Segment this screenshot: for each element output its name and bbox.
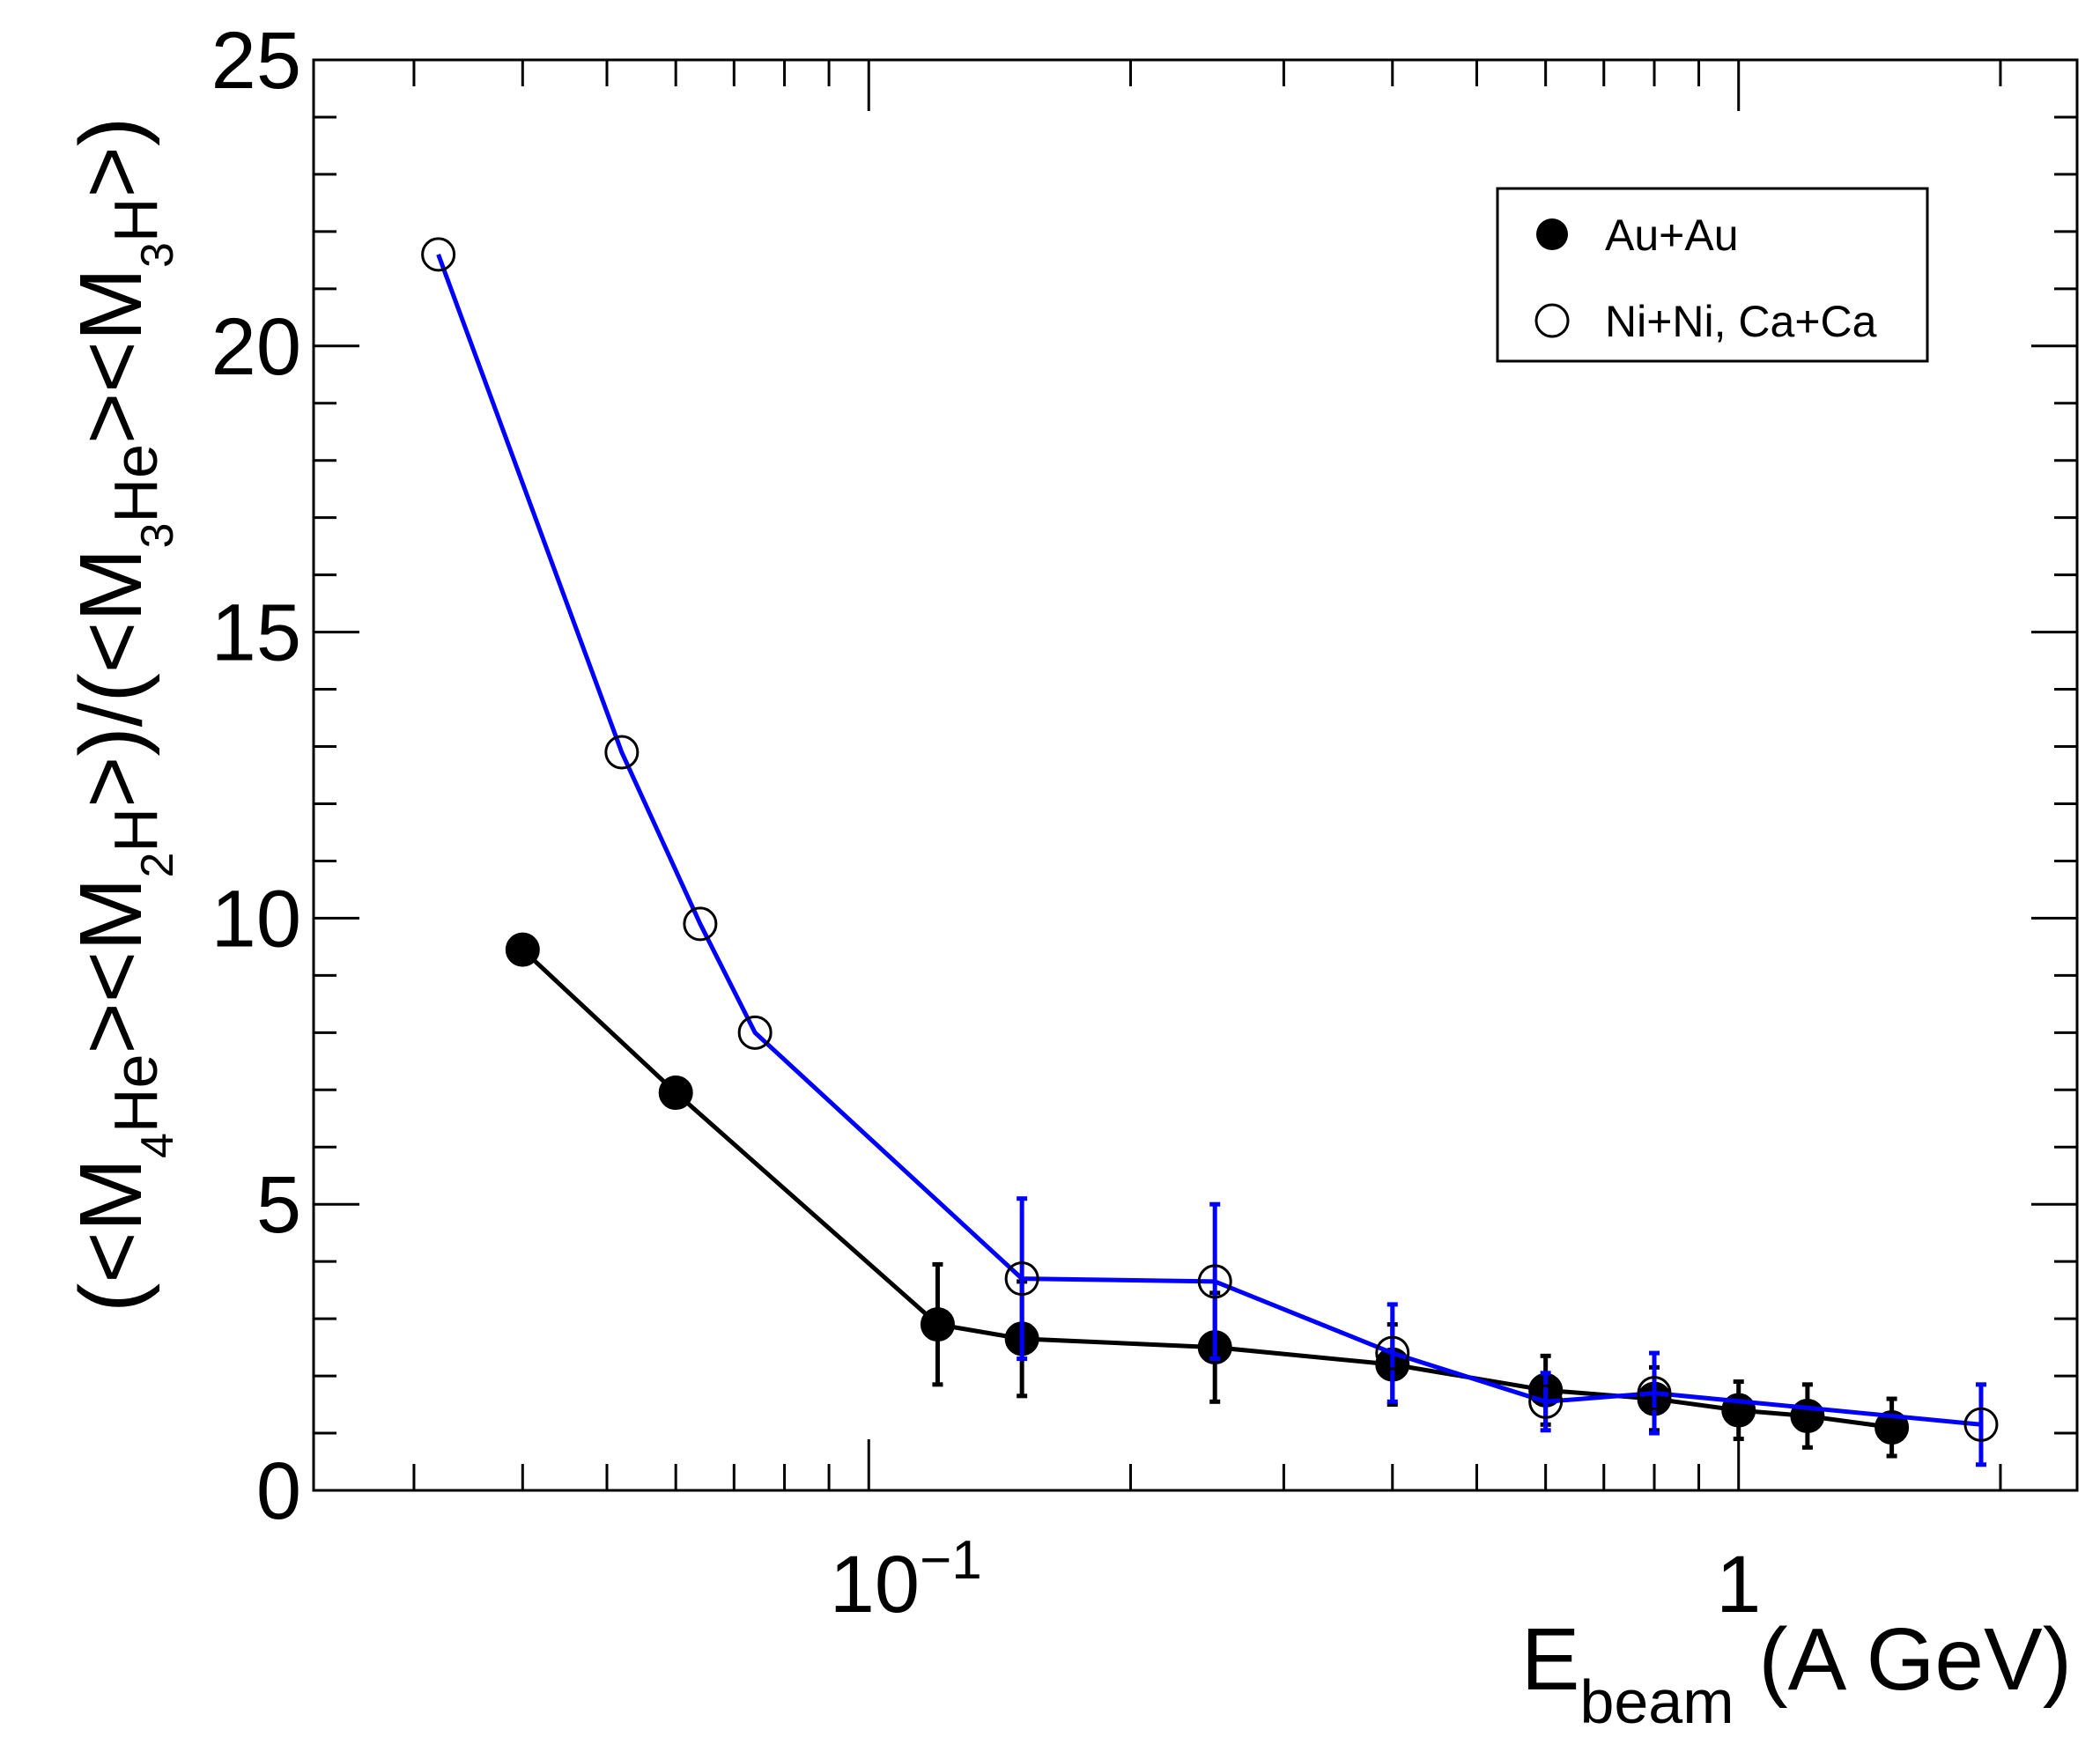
legend: Au+Au Ni+Ni, Ca+Ca [1496, 187, 1929, 363]
y-axis-title: (<M4He><M2H>)/(<M3He><M3H>) [62, 117, 183, 1312]
data-point [1963, 1407, 1999, 1442]
legend-marker-ni-ni-ca-ca [1534, 303, 1570, 338]
legend-label-au-au: Au+Au [1605, 211, 1739, 260]
legend-marker-au-au [1536, 218, 1568, 250]
legend-label-ni-ni-ca-ca: Ni+Ni, Ca+Ca [1605, 297, 1877, 346]
data-point [604, 735, 640, 770]
data-point [505, 932, 540, 967]
y-tick-label: 10 [211, 874, 301, 964]
x-axis-title-sub: beam [1579, 1667, 1734, 1736]
data-point [683, 906, 718, 942]
data-point [1197, 1264, 1232, 1299]
data-point [737, 1015, 773, 1050]
data-point [658, 1075, 693, 1111]
x-tick-labels: 10−1 1 [830, 1530, 1762, 1630]
series-ni-ni-ca-ca [421, 237, 1999, 1467]
axis-ticks [314, 58, 2077, 1492]
y-tick-label: 15 [211, 588, 301, 678]
series-line [436, 254, 1982, 1427]
y-tick-label: 5 [256, 1160, 301, 1250]
legend-box [1496, 187, 1929, 363]
data-point [1375, 1335, 1410, 1371]
y-tick-label: 0 [256, 1446, 301, 1536]
data-point [1874, 1410, 1910, 1445]
data-point [1528, 1384, 1564, 1419]
y-tick-label: 25 [211, 16, 301, 106]
x-tick-label: 10−1 [830, 1530, 982, 1630]
x-axis-title-suffix: (A GeV) [1734, 1610, 2072, 1709]
data-point [421, 237, 456, 272]
series-au-au [505, 932, 1910, 1459]
y-tick-label: 20 [211, 302, 301, 392]
x-axis-title: Ebeam (A GeV) [1521, 1610, 2072, 1736]
data-point [1637, 1376, 1672, 1411]
data-point [1004, 1261, 1039, 1297]
x-tick-label: 1 [1716, 1540, 1761, 1630]
data-point [920, 1307, 955, 1342]
plot-frame [312, 58, 2079, 1492]
y-tick-labels: 0 5 10 15 20 25 [211, 16, 301, 1536]
x-axis-title-main: E [1521, 1610, 1580, 1709]
